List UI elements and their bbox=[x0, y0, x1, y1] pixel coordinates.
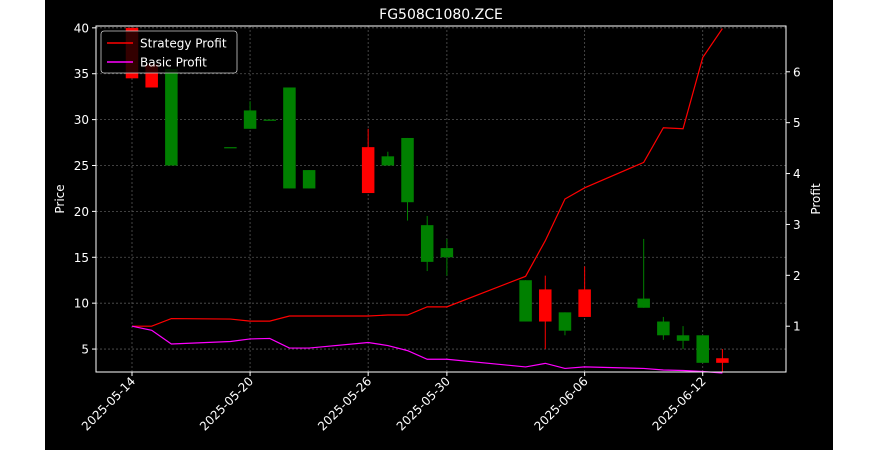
y-left-tick-label: 25 bbox=[74, 159, 89, 173]
y-left-tick-label: 20 bbox=[74, 205, 89, 219]
x-tick-label: 2025-05-30 bbox=[394, 374, 453, 433]
legend: Strategy Profit Basic Profit bbox=[100, 30, 238, 74]
y-right-axis-label: Profit bbox=[809, 183, 823, 215]
y-right-tick-label: 6 bbox=[793, 65, 801, 79]
legend-label: Basic Profit bbox=[140, 56, 207, 70]
y-right-tick-label: 5 bbox=[793, 116, 801, 130]
y-left-tick-label: 30 bbox=[74, 113, 89, 127]
basic-profit-line bbox=[131, 325, 723, 374]
candle-body bbox=[440, 248, 454, 258]
y-right-tick-label: 4 bbox=[793, 167, 801, 181]
chart-figure: FG508C1080.ZCE 5 10 15 20 25 30 35 40 1 2 3 4 5 6 2025-… bbox=[45, 0, 833, 450]
candle-body bbox=[283, 87, 296, 189]
candle-body bbox=[420, 225, 434, 262]
x-tick-label: 2025-06-12 bbox=[650, 374, 709, 433]
candle-body bbox=[519, 280, 532, 322]
y-left-tick-label: 40 bbox=[74, 21, 89, 35]
candle-body bbox=[263, 119, 277, 121]
candle-body bbox=[401, 137, 414, 203]
candle-body bbox=[696, 335, 709, 363]
candle-body bbox=[243, 110, 257, 129]
candle-body bbox=[224, 147, 237, 149]
candle-body bbox=[578, 289, 591, 317]
x-tick-label: 2025-05-14 bbox=[79, 374, 138, 433]
strategy-profit-line bbox=[132, 28, 723, 327]
y-left-tick-label: 5 bbox=[81, 343, 89, 357]
candle-body bbox=[361, 147, 375, 194]
y-right-tick-label: 1 bbox=[793, 320, 801, 334]
candle-body bbox=[637, 298, 650, 308]
legend-label: Strategy Profit bbox=[140, 37, 227, 51]
candle-body bbox=[381, 156, 395, 166]
candle-body bbox=[657, 321, 670, 336]
candle-body bbox=[558, 312, 572, 331]
candle-body bbox=[165, 69, 178, 166]
x-tick-label: 2025-05-20 bbox=[197, 374, 256, 433]
candle-body bbox=[716, 358, 729, 363]
candlestick-chart: FG508C1080.ZCE 5 10 15 20 25 30 35 40 1 2 3 4 5 6 2025-… bbox=[53, 7, 823, 433]
legend-box bbox=[100, 30, 238, 74]
y-left-tick-label: 15 bbox=[74, 251, 89, 265]
plot-frame bbox=[95, 25, 787, 373]
candle-body bbox=[302, 170, 316, 189]
y-left-tick-label: 10 bbox=[74, 297, 89, 311]
candle-body bbox=[539, 289, 552, 322]
y-right-tick-label: 2 bbox=[793, 269, 801, 283]
y-left-tick-label: 35 bbox=[74, 67, 89, 81]
x-tick-label: 2025-06-06 bbox=[532, 374, 591, 433]
chart-title: FG508C1080.ZCE bbox=[379, 7, 503, 23]
candle-body bbox=[676, 335, 690, 341]
y-right-tick-label: 3 bbox=[793, 218, 801, 232]
y-left-axis-label: Price bbox=[53, 184, 67, 213]
x-tick-label: 2025-05-26 bbox=[315, 374, 374, 433]
